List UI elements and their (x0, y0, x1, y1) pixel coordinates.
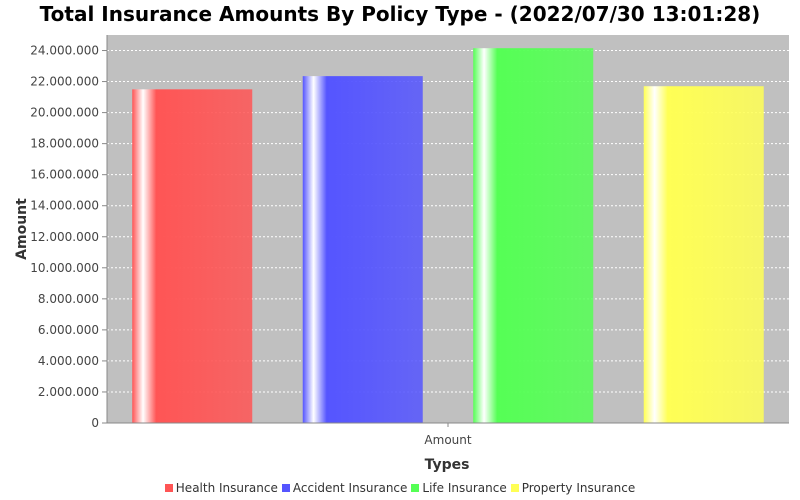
y-tick-label: 10.000.000 (30, 261, 99, 275)
y-tick-label: 2.000.000 (38, 385, 99, 399)
legend-label: Life Insurance (422, 481, 507, 495)
y-tick-label: 6.000.000 (38, 323, 99, 337)
y-tick-label: 8.000.000 (38, 292, 99, 306)
legend-label: Property Insurance (521, 481, 636, 495)
x-tick-label: Amount (424, 433, 471, 447)
legend-item: Life Insurance (411, 481, 507, 495)
legend: Health Insurance Accident Insurance Life I… (0, 481, 800, 495)
bar-property-insurance (643, 86, 764, 423)
y-tick-label: 14.000.000 (30, 199, 99, 213)
x-axis-title: Types (425, 457, 470, 473)
legend-item: Property Insurance (510, 481, 636, 495)
legend-item: Health Insurance (164, 481, 278, 495)
bar-life-insurance (473, 48, 594, 423)
legend-swatch (164, 484, 173, 492)
bar-health-insurance (132, 89, 253, 423)
y-tick-label: 0 (91, 416, 99, 430)
y-tick-label: 20.000.000 (30, 106, 99, 120)
bar-accident-insurance (302, 76, 423, 424)
legend-item: Accident Insurance (281, 481, 408, 495)
legend-swatch (510, 484, 519, 492)
legend-label: Health Insurance (175, 481, 278, 495)
y-tick-label: 18.000.000 (30, 137, 99, 151)
y-tick-label: 22.000.000 (30, 75, 99, 89)
legend-swatch (411, 484, 420, 492)
y-axis-title: Amount (14, 198, 30, 260)
y-tick-label: 24.000.000 (30, 44, 99, 58)
legend-label: Accident Insurance (292, 481, 408, 495)
y-tick-label: 4.000.000 (38, 354, 99, 368)
y-tick-label: 16.000.000 (30, 168, 99, 182)
legend-swatch (281, 484, 290, 492)
chart-title: Total Insurance Amounts By Policy Type -… (39, 2, 761, 26)
y-tick-label: 12.000.000 (30, 230, 99, 244)
